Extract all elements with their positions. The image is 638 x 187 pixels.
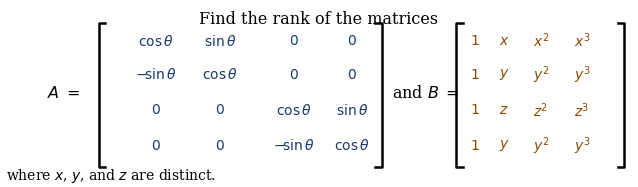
Text: $\sin\theta$: $\sin\theta$ (336, 103, 368, 118)
Text: where $x$, $y$, and $z$ are distinct.: where $x$, $y$, and $z$ are distinct. (6, 167, 216, 185)
Text: $\cos\theta$: $\cos\theta$ (334, 138, 370, 153)
Text: $x$: $x$ (499, 34, 509, 48)
Text: $-\!\sin\theta$: $-\!\sin\theta$ (135, 67, 177, 82)
Text: $0$: $0$ (215, 103, 225, 117)
Text: $0$: $0$ (151, 139, 161, 153)
Text: Find the rank of the matrices: Find the rank of the matrices (200, 11, 438, 28)
Text: $0$: $0$ (347, 68, 357, 82)
Text: $y^2$: $y^2$ (533, 135, 549, 157)
Text: $y^2$: $y^2$ (533, 64, 549, 86)
Text: $\sin\theta$: $\sin\theta$ (204, 34, 236, 49)
Text: $x^3$: $x^3$ (574, 32, 590, 50)
Text: $\cos\theta$: $\cos\theta$ (138, 34, 174, 49)
Text: $0$: $0$ (215, 139, 225, 153)
Text: $y$: $y$ (499, 138, 509, 153)
Text: $0$: $0$ (151, 103, 161, 117)
Text: $z^2$: $z^2$ (533, 101, 549, 120)
Text: $y^3$: $y^3$ (574, 64, 590, 86)
Text: $z^3$: $z^3$ (574, 101, 590, 120)
Text: $0$: $0$ (288, 68, 299, 82)
Text: $x^2$: $x^2$ (533, 32, 549, 50)
Text: $0$: $0$ (347, 34, 357, 48)
Text: $1$: $1$ (470, 34, 480, 48)
Text: $\cos\theta$: $\cos\theta$ (276, 103, 311, 118)
Text: $y^3$: $y^3$ (574, 135, 590, 157)
Text: $1$: $1$ (470, 139, 480, 153)
Text: $0$: $0$ (288, 34, 299, 48)
Text: $\cos\theta$: $\cos\theta$ (202, 67, 238, 82)
Text: $A\;=$: $A\;=$ (47, 85, 80, 102)
Text: $z$: $z$ (499, 103, 509, 117)
Text: $-\!\sin\theta$: $-\!\sin\theta$ (272, 138, 315, 153)
Text: $1$: $1$ (470, 68, 480, 82)
Text: $y$: $y$ (499, 67, 509, 82)
Text: $1$: $1$ (470, 103, 480, 117)
Text: and $B\;=$: and $B\;=$ (392, 85, 460, 102)
